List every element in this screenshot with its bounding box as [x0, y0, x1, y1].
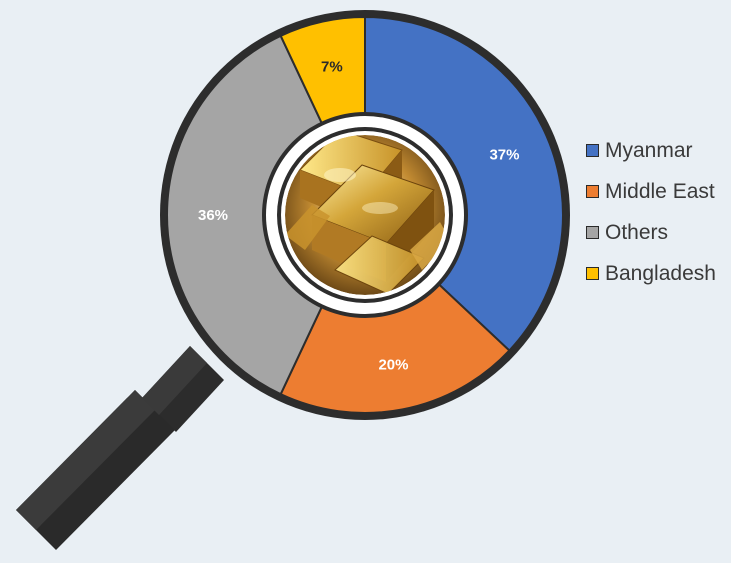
- legend-item-bangladesh: Bangladesh: [586, 253, 728, 294]
- legend-label-myanmar: Myanmar: [605, 139, 693, 162]
- pie-slices: [166, 15, 564, 414]
- legend-item-myanmar: Myanmar: [586, 130, 728, 171]
- gold-bars-icon: [285, 135, 445, 295]
- slice-labels: 37% 20% 36% 7%: [198, 59, 520, 374]
- slice-label-myanmar: 37%: [489, 147, 519, 164]
- legend-item-others: Others: [586, 212, 728, 253]
- legend-item-middle-east: Middle East: [586, 171, 728, 212]
- legend-swatch-others: [586, 226, 599, 239]
- legend-label-bangladesh: Bangladesh: [605, 262, 716, 285]
- slice-label-bangladesh: 7%: [321, 59, 343, 76]
- legend-swatch-bangladesh: [586, 267, 599, 280]
- legend-swatch-myanmar: [586, 144, 599, 157]
- slice-label-others: 36%: [198, 207, 228, 224]
- legend-label-others: Others: [605, 221, 669, 244]
- magnifier-handle-icon: [16, 346, 224, 550]
- legend-swatch-middle-east: [586, 185, 599, 198]
- legend: Myanmar Middle East Others Bangladesh: [586, 130, 728, 294]
- slice-label-middle-east: 20%: [378, 356, 408, 373]
- legend-label-middle-east: Middle East: [605, 180, 715, 203]
